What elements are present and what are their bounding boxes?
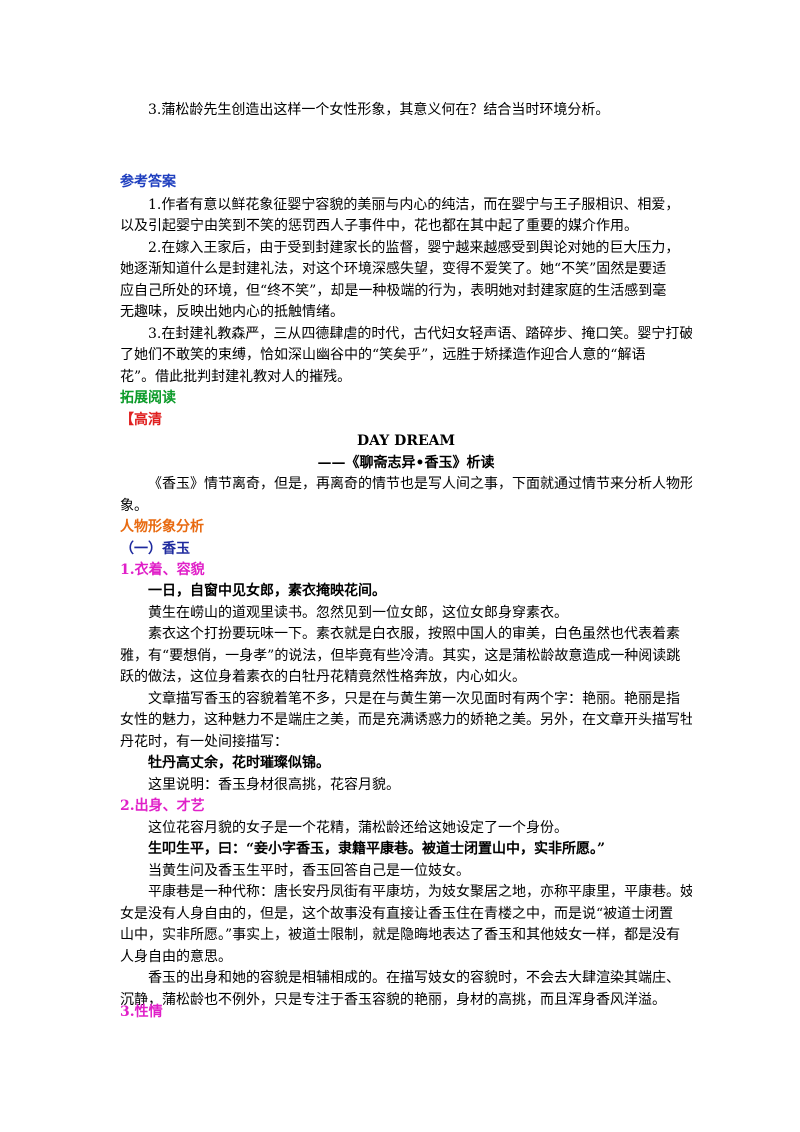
quote-2: 牡丹高丈余，花时璀璨似锦。: [148, 755, 330, 772]
quote-1: 一日，自窗中见女郎，素衣掩映花间。: [148, 583, 386, 600]
paragraph-3-line: 丹花时，有一处间接描写：: [120, 733, 288, 750]
answer-1-line: 以及引起婴宁由笑到不笑的惩罚西人子事件中，花也都在其中起了重要的媒介作用。: [120, 218, 638, 235]
answer-2-line: 应自己所处的环境，但“终不笑”，却是一种极端的行为，表明她对封建家庭的生活感到毫: [120, 282, 667, 299]
answer-2-line: 无趣味，反映出她内心的抵触情绪。: [120, 304, 344, 321]
paragraph-5: 这位花容月貌的女子是一个花精，蒲松龄还给这她设定了一个身份。: [148, 819, 568, 836]
section-heading: 人物形象分析: [120, 519, 204, 535]
paragraph-8-line: 沉静，蒲松龄也不例外，只是专注于香玉容貌的艳丽，身材的高挑，而且浑身香风洋溢。: [120, 991, 666, 1008]
intro-line: 《香玉》情节离奇，但是，再离奇的情节也是写人间之事，下面就通过情节来分析人物形: [148, 476, 692, 492]
paragraph-6: 当黄生问及香玉生平时，香玉回答自己是一位妓女。: [148, 862, 470, 879]
paragraph-4: 这里说明：香玉身材很高挑，花容月貌。: [148, 776, 400, 793]
paragraph-3-line: 女性的魅力，这种魅力不是端庄之美，而是充满诱惑力的娇艳之美。另外，在文章开头描写…: [120, 712, 692, 729]
paragraph-2-line: 素衣这个打扮要玩味一下。素衣就是白衣服，按照中国人的审美，白色虽然也代表着素: [148, 626, 680, 643]
answers-heading: 参考答案: [120, 173, 176, 190]
quote-3: 生叩生平，曰：“妾小字香玉，隶籍平康巷。被道士闭置山中，实非所愿。”: [148, 841, 606, 858]
hd-tag: 【高清: [120, 411, 162, 428]
intro-line: 象。: [120, 497, 148, 514]
answer-2-line: 2.在嫁入王家后，由于受到封建家长的监督，婴宁越来越感受到舆论对她的巨大压力，: [148, 239, 680, 256]
paragraph-3-line: 文章描写香玉的容貌着笔不多，只是在与黄生第一次见面时有两个字：艳丽。艳丽是指: [148, 690, 680, 707]
paragraph-7-line: 平康巷是一种代称：唐长安丹凤街有平康坊，为妓女聚居之地，亦称平康里，平康巷。妓: [148, 884, 692, 901]
paragraph-7-line: 女是没有人身自由的，但是，这个故事没有直接让香玉住在青楼之中，而是说“被道士闭置: [120, 905, 674, 922]
answer-3-line: 3.在封建礼教森严，三从四德肆虐的时代，古代妇女轻声语、踏碎步、掩口笑。婴宁打破: [148, 325, 692, 342]
extended-reading-heading: 拓展阅读: [120, 390, 176, 407]
answer-3-line: 花”。借此批判封建礼教对人的摧残。: [120, 368, 352, 385]
question-3: 3.蒲松龄先生创造出这样一个女性形象，其意义何在？结合当时环境分析。: [148, 102, 610, 118]
topic-heading-3: 3.性情: [120, 1004, 163, 1020]
topic-heading-2: 2.出身、才艺: [120, 798, 205, 815]
answer-1-line: 1.作者有意以鲜花象征婴宁容貌的美丽与内心的纯洁，而在婴宁与王子服相识、相爱，: [148, 196, 680, 213]
topic-heading-1: 1.衣着、容貌: [120, 561, 205, 578]
subsection-heading: （一）香玉: [120, 540, 190, 557]
paragraph-8-line: 香玉的出身和她的容貌是相辅相成的。在描写妓女的容貌时，不会去大肆渲染其端庄、: [148, 970, 680, 986]
article-title: DAY DREAM: [357, 433, 455, 450]
article-subtitle: ——《聊斋志异•香玉》析读: [317, 454, 495, 471]
paragraph-2-line: 跃的做法，这位身着素衣的白牡丹花精竟然性格奔放，内心如火。: [120, 669, 526, 686]
answer-3-line: 了她们不敢笑的束缚，恰如深山幽谷中的“笑矣乎”，远胜于矫揉造作迎合人意的“解语: [120, 347, 646, 364]
paragraph-2-line: 雅，有“要想俏，一身孝”的说法，但毕竟有些冷清。其实，这是蒲松龄故意造成一种阅读…: [120, 647, 681, 664]
paragraph-7-line: 山中，实非所愿。”事实上，被道士限制，就是隐晦地表达了香玉和其他妓女一样，都是没…: [120, 927, 681, 943]
answer-2-line: 她逐渐知道什么是封建礼法，对这个环境深感失望，变得不爱笑了。她“不笑”固然是要适: [120, 261, 667, 278]
paragraph-7-line: 人身自由的意思。: [120, 948, 232, 965]
paragraph-1: 黄生在崂山的道观里读书。忽然见到一位女郎，这位女郎身穿素衣。: [148, 604, 568, 621]
